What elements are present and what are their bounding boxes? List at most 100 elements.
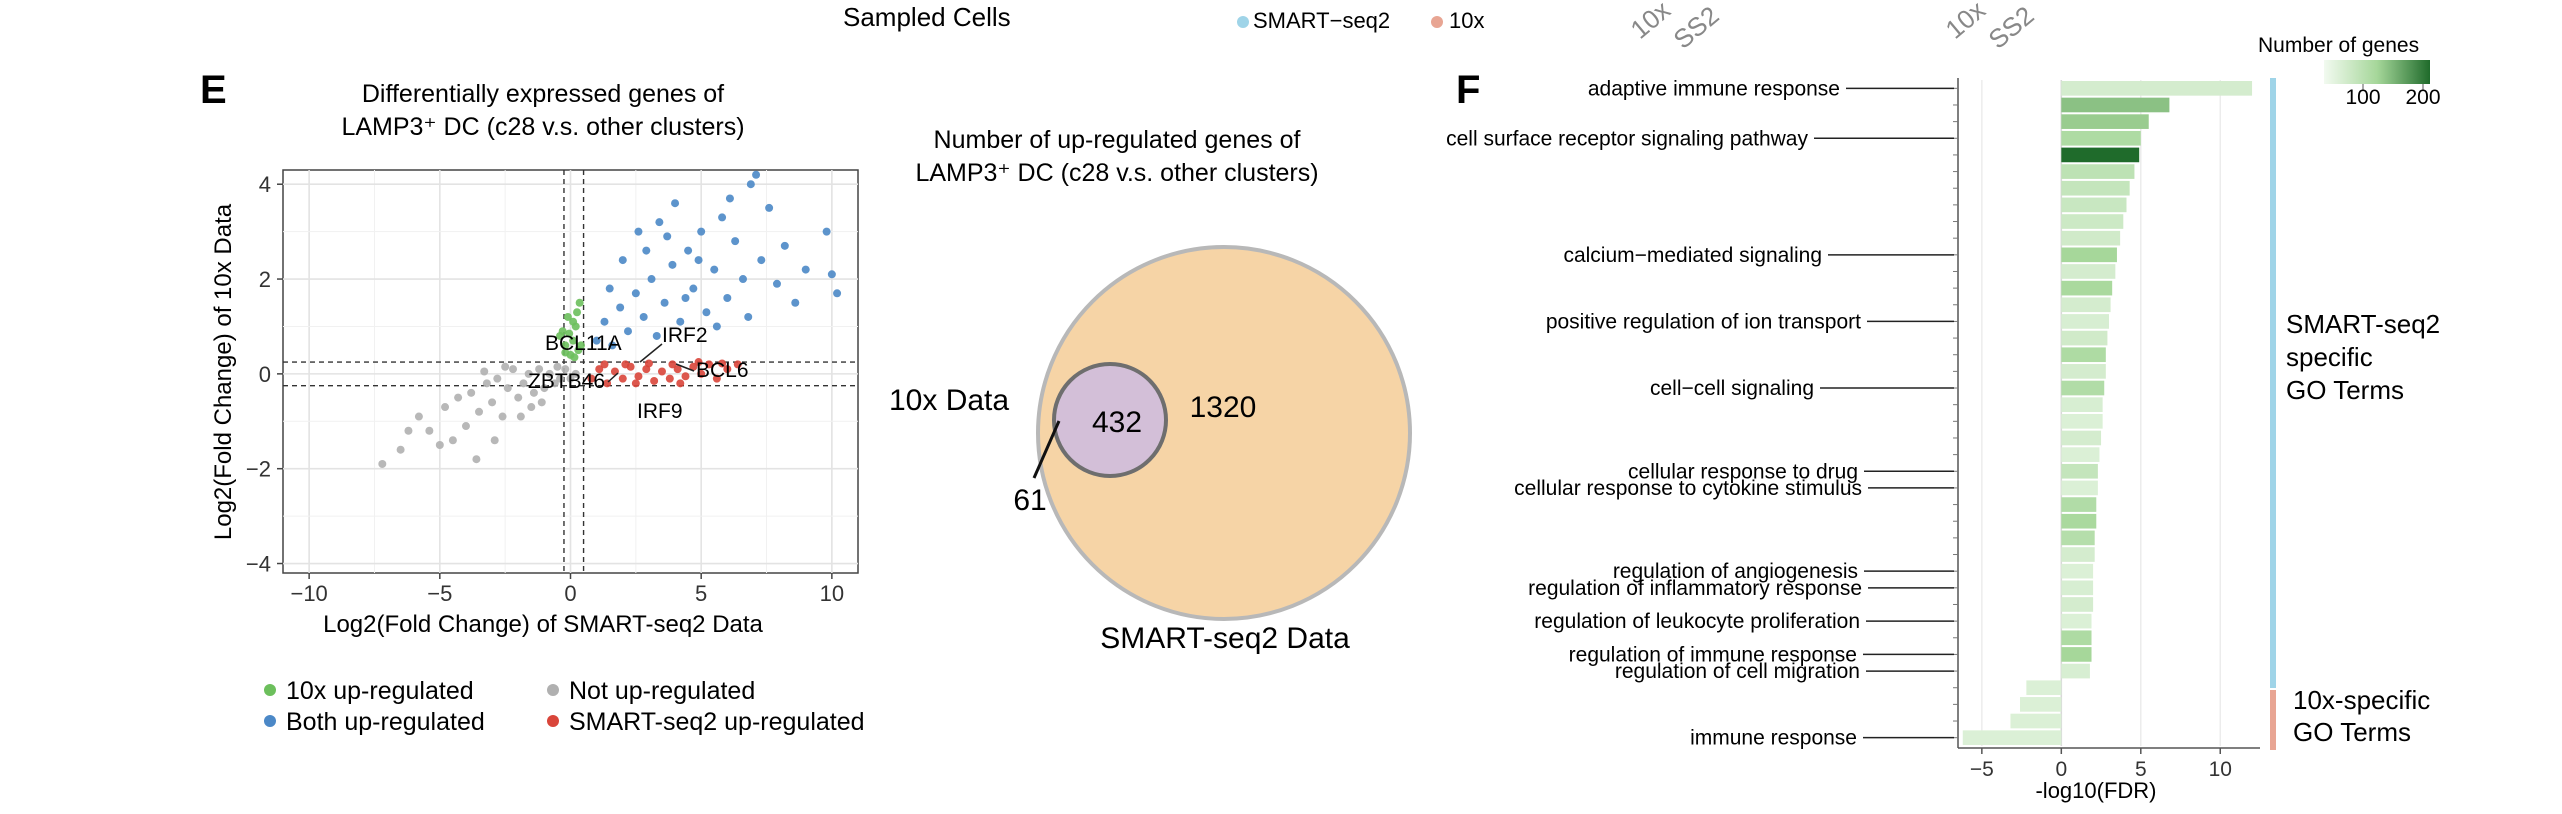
legend-label-10x-up: 10x up-regulated — [286, 677, 474, 705]
point-smart-seq2-up-regulated — [610, 367, 619, 376]
point-both-up-regulated — [652, 331, 661, 340]
go-term-label: regulation of cell migration — [1615, 660, 1860, 683]
panel-e: E Differentially expressed genes of LAMP… — [200, 68, 865, 736]
point-10x-up-regulated — [573, 308, 582, 317]
go-term-bar — [2061, 630, 2092, 646]
gene-label-irf9: IRF9 — [637, 400, 683, 423]
point-not-up-regulated — [516, 412, 525, 421]
scatter-points — [378, 170, 842, 468]
venn-10x-only-count: 61 — [1013, 484, 1046, 517]
point-both-up-regulated — [671, 199, 680, 208]
point-both-up-regulated — [616, 303, 625, 312]
legend-swatch-not-up — [547, 684, 559, 696]
go-term-label: regulation of leukocyte proliferation — [1534, 610, 1860, 633]
venn-title-line1: Number of up-regulated genes of — [934, 126, 1301, 154]
group-label-smartseq2-line3: GO Terms — [2286, 375, 2404, 405]
x-tick-label: −5 — [427, 581, 452, 606]
legend-label-both-up: Both up-regulated — [286, 708, 485, 736]
point-not-up-regulated — [550, 379, 559, 388]
bar-grid — [1981, 80, 2222, 746]
point-10x-up-regulated — [575, 298, 584, 307]
go-term-label: regulation of immune response — [1569, 643, 1857, 666]
point-both-up-regulated — [801, 265, 810, 274]
bar-rows — [1962, 81, 2253, 745]
panel-f: F adaptive immune response cell surface r… — [1446, 34, 2440, 803]
go-term-bar — [2061, 563, 2094, 579]
go-term-bar — [2061, 430, 2102, 446]
point-both-up-regulated — [624, 327, 632, 336]
go-term-bar — [2061, 397, 2103, 412]
color-legend-gradient — [2324, 60, 2430, 84]
point-smart-seq2-up-regulated — [705, 360, 714, 369]
bar-x-tick-label: 0 — [2055, 758, 2067, 781]
go-term-bar — [2061, 164, 2135, 179]
point-not-up-regulated — [467, 388, 476, 397]
point-both-up-regulated — [752, 170, 761, 179]
point-not-up-regulated — [501, 362, 510, 371]
gene-label-irf2: IRF2 — [662, 324, 708, 347]
point-both-up-regulated — [600, 317, 609, 326]
go-term-bar — [2061, 247, 2117, 263]
point-both-up-regulated — [765, 203, 774, 212]
point-both-up-regulated — [744, 312, 753, 321]
legend-label-not-up: Not up-regulated — [569, 677, 755, 705]
legend-swatch-both-up — [264, 715, 276, 727]
point-smart-seq2-up-regulated — [723, 365, 732, 374]
point-10x-up-regulated — [576, 341, 585, 350]
x-tick-label: 0 — [564, 581, 576, 606]
point-both-up-regulated — [772, 279, 781, 288]
point-smart-seq2-up-regulated — [697, 369, 706, 378]
point-smart-seq2-up-regulated — [718, 359, 727, 368]
point-not-up-regulated — [441, 403, 450, 412]
scatter-grid — [283, 170, 858, 573]
header: Sampled Cells SMART−seq2 10x 10x SS2 10x… — [843, 0, 2040, 55]
point-not-up-regulated — [378, 459, 387, 468]
point-smart-seq2-up-regulated — [657, 367, 666, 376]
legend-swatch-smartseq2-up — [547, 715, 559, 727]
scatter-y-ticks: −4 −2 0 2 4 — [246, 172, 283, 577]
go-term-label: cell−cell signaling — [1650, 377, 1814, 400]
rotated-label-ss2-b: SS2 — [1983, 0, 2040, 55]
bar-x-tick-label: 10 — [2209, 758, 2232, 781]
point-smart-seq2-up-regulated — [712, 374, 721, 383]
venn-diagram: Number of up-regulated genes of LAMP3⁺ D… — [889, 126, 1412, 655]
go-term-bar — [2061, 180, 2130, 196]
legend-swatch-smartseq2 — [1237, 16, 1249, 28]
point-10x-up-regulated — [570, 353, 579, 362]
go-term-bar — [2061, 81, 2253, 96]
go-term-bar — [1962, 730, 2062, 745]
point-both-up-regulated — [723, 294, 732, 303]
venn-circle-smartseq2 — [1036, 245, 1412, 621]
scatter-x-ticks: −10 −5 0 5 10 — [290, 573, 844, 606]
go-term-bar — [2061, 497, 2097, 512]
point-both-up-regulated — [684, 246, 693, 255]
group-bar-10x — [2270, 690, 2276, 750]
legend-label-smartseq2-up: SMART-seq2 up-regulated — [569, 708, 865, 736]
point-10x-up-regulated — [563, 312, 572, 321]
panel-f-letter: F — [1456, 68, 1480, 112]
point-both-up-regulated — [757, 256, 766, 265]
point-both-up-regulated — [689, 284, 698, 293]
point-not-up-regulated — [519, 379, 528, 388]
gene-label-bcl6: BCL6 — [696, 359, 749, 382]
go-term-label: adaptive immune response — [1588, 77, 1840, 100]
point-both-up-regulated — [725, 194, 734, 203]
point-10x-up-regulated — [569, 336, 578, 345]
point-both-up-regulated — [697, 227, 706, 236]
color-legend-label-200: 200 — [2405, 86, 2440, 109]
point-both-up-regulated — [676, 317, 685, 326]
point-not-up-regulated — [527, 403, 536, 412]
point-not-up-regulated — [503, 384, 512, 393]
point-not-up-regulated — [493, 374, 502, 383]
point-both-up-regulated — [780, 241, 789, 250]
go-term-labels: adaptive immune response cell surface rec… — [1446, 77, 1954, 750]
point-smart-seq2-up-regulated — [689, 362, 698, 371]
point-not-up-regulated — [480, 367, 489, 376]
group-label-smartseq2-line2: specific — [2286, 342, 2373, 372]
go-term-label: cellular response to drug — [1628, 460, 1858, 483]
point-not-up-regulated — [535, 365, 544, 374]
go-term-bar — [2061, 530, 2095, 546]
point-not-up-regulated — [540, 384, 549, 393]
group-label-10x: 10x-specific GO Terms — [2293, 685, 2430, 747]
group-label-10x-line2: GO Terms — [2293, 717, 2411, 747]
